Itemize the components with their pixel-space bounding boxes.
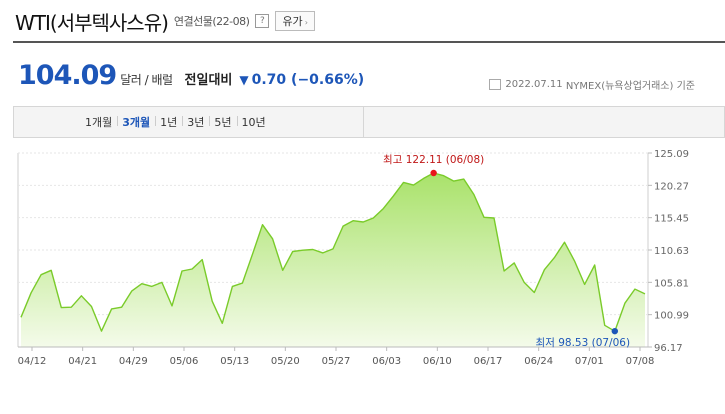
y-tick-label: 125.09 [654, 149, 689, 160]
contract-label: 연결선물(22-08) [173, 15, 250, 28]
x-tick-label: 07/01 [575, 356, 604, 367]
max-marker [430, 169, 437, 177]
price-change-value: 0.70 (−0.66%) [251, 72, 365, 88]
help-icon[interactable]: ? [255, 14, 270, 28]
x-tick-label: 04/21 [68, 356, 97, 367]
y-tick-label: 120.27 [654, 181, 689, 192]
price-chart-svg: 125.09 120.27 115.45 110.63 105.81 100.99 96.1… [17, 149, 689, 367]
current-price: 104.09 [18, 60, 117, 91]
price-change: ▼ 0.70 (−0.66%) [239, 72, 364, 88]
x-tick-label: 05/06 [170, 356, 199, 367]
x-tick-label: 06/03 [372, 356, 401, 367]
y-tick-label: 110.63 [654, 246, 689, 257]
price-chart: 125.09 120.27 115.45 110.63 105.81 100.99 96.1… [0, 140, 725, 410]
tab-1-year[interactable]: 1년 [155, 114, 182, 130]
commodity-title: WTI(서부텍사스유) [15, 10, 169, 35]
meta-source: NYMEX(뉴욕상업거래소) [565, 81, 674, 92]
x-tick-label: 04/12 [18, 356, 47, 367]
x-tick-label: 05/27 [322, 356, 351, 367]
max-label: 최고 122.11 (06/08) [383, 154, 484, 166]
price-line [20, 172, 646, 332]
header-divider [13, 41, 725, 43]
tab-1-month[interactable]: 1개월 [85, 116, 113, 129]
x-tick-label: 06/17 [474, 356, 503, 367]
compare-label: 전일대비 [184, 73, 233, 88]
down-arrow-icon: ▼ [239, 73, 249, 87]
tab-3-months[interactable]: 3개월 [117, 114, 155, 130]
x-tick-label: 04/29 [119, 356, 148, 367]
category-button[interactable]: 유가 › [275, 11, 315, 31]
min-marker [611, 327, 619, 335]
quote-meta: 2022.07.11 NYMEX(뉴욕상업거래소) 기준 [489, 77, 695, 92]
tab-10-years[interactable]: 10년 [236, 114, 271, 130]
calendar-icon [489, 79, 502, 90]
y-tick-label: 100.99 [654, 311, 689, 322]
price-area [21, 173, 645, 347]
x-tick-label: 07/08 [626, 356, 655, 367]
y-tick-label: 115.45 [654, 214, 689, 225]
tab-3-years[interactable]: 3년 [182, 114, 209, 130]
x-tick-label: 06/10 [423, 356, 452, 367]
y-tick-label: 96.17 [654, 343, 683, 354]
min-label: 최저 98.53 (07/06) [536, 337, 631, 349]
tab-bar-divider [363, 107, 364, 137]
meta-suffix: 기준 [676, 81, 695, 92]
page-header: WTI(서부텍사스유) 연결선물(22-08) ? 유가 › [15, 6, 315, 36]
price-unit: 달러 / 배럴 [120, 73, 173, 87]
y-tick-label: 105.81 [654, 278, 689, 289]
x-tick-label: 05/13 [220, 356, 249, 367]
category-label: 유가 [282, 15, 303, 28]
x-tick-label: 06/24 [524, 356, 553, 367]
x-tick-label: 05/20 [271, 356, 300, 367]
chevron-right-icon: › [304, 18, 308, 27]
meta-date: 2022.07.11 [505, 79, 563, 90]
period-tabs: 1개월 3개월 1년 3년 5년 10년 [80, 107, 271, 137]
tab-5-years[interactable]: 5년 [209, 114, 236, 130]
period-tab-bar: 1개월 3개월 1년 3년 5년 10년 [13, 106, 725, 138]
quote-row: 104.09 달러 / 배럴 전일대비 ▼ 0.70 (−0.66%) [18, 60, 364, 94]
